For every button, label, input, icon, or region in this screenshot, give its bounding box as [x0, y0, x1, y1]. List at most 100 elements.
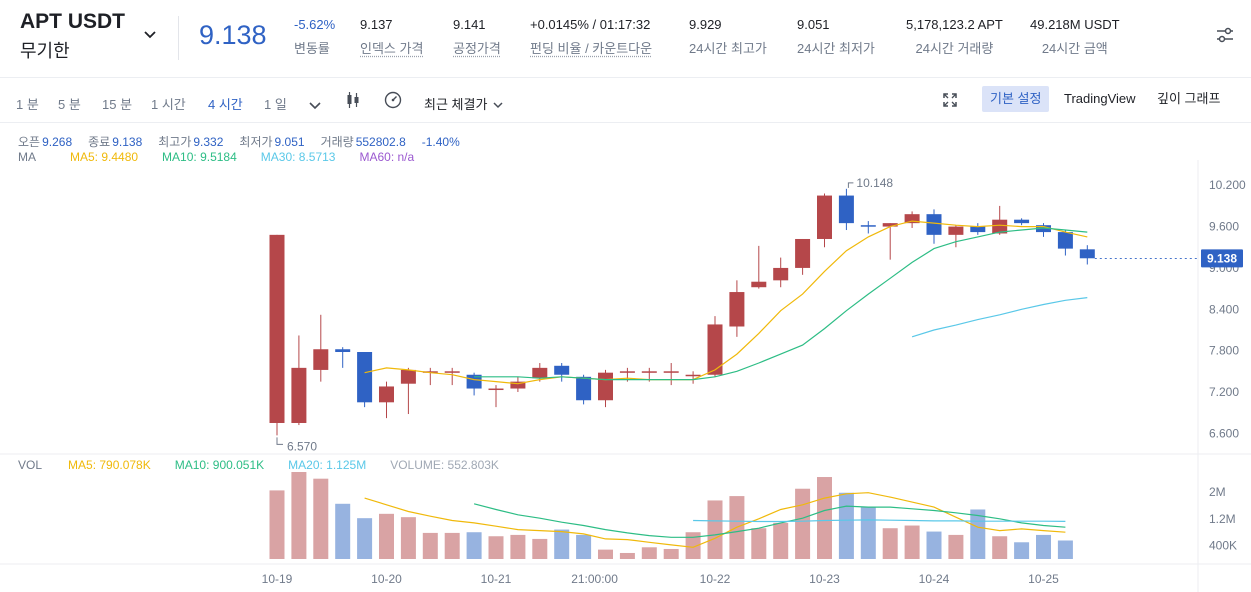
- candle-body: [685, 374, 701, 377]
- last-price-badge-text: 9.138: [1207, 251, 1237, 265]
- ticker-stat-value: 5,178,123.2 APT: [906, 17, 1003, 32]
- ticker-stat: +0.0145% / 01:17:32 펀딩 비율 / 카운트다운: [530, 17, 652, 57]
- volume-ma10-line: [473, 503, 1066, 538]
- volume-bar: [663, 548, 679, 559]
- candle-body: [313, 349, 329, 370]
- high-annotation: 10.148: [856, 176, 893, 190]
- volume-bar: [795, 488, 811, 559]
- ticker-stat: -5.62% 변동률: [294, 17, 335, 57]
- candle-body: [795, 238, 811, 268]
- candle-body: [992, 219, 1008, 234]
- ma-legend-item: MA10: 9.5184: [162, 150, 237, 164]
- ticker-stat-label[interactable]: 공정가격: [453, 41, 501, 56]
- volume-bar: [444, 532, 460, 559]
- time-axis-label: 21:00:00: [571, 572, 618, 586]
- ticker-stat-value: +0.0145% / 01:17:32: [530, 17, 651, 32]
- volume-bar: [773, 522, 789, 559]
- volume-bar: [313, 478, 329, 559]
- candle-body: [882, 223, 898, 227]
- timeframe-option[interactable]: 5 분: [58, 97, 81, 112]
- candle-body: [904, 214, 920, 224]
- price-axis-label: 9.600: [1209, 220, 1239, 234]
- volume-bar: [751, 528, 767, 559]
- ticker-stat-label[interactable]: 인덱스 가격: [360, 41, 424, 56]
- recent-trade-dropdown[interactable]: 최근 체결가: [424, 94, 503, 113]
- price-axis-label: 7.800: [1209, 344, 1239, 358]
- candle-body: [663, 371, 679, 373]
- ma10-line: [474, 227, 1088, 381]
- candle-body: [422, 371, 438, 373]
- pair-selector[interactable]: APT USDT 무기한: [20, 10, 125, 63]
- volume-bar: [970, 509, 986, 559]
- volume-bar: [619, 552, 635, 559]
- chevron-down-icon[interactable]: [309, 97, 321, 115]
- volume-ma5-line: [364, 492, 1066, 548]
- timeframe-option[interactable]: 15 분: [102, 97, 133, 112]
- close-label: 종료: [88, 135, 111, 149]
- candlestick-icon[interactable]: [346, 91, 360, 114]
- ticker-stat: 9.051 24시간 최저가: [797, 17, 875, 57]
- volume-axis-label: 400K: [1209, 539, 1237, 553]
- ticker-stat-label: 24시간 금액: [1041, 41, 1108, 56]
- ma30-line: [911, 297, 1088, 338]
- open-value: 9.268: [42, 135, 73, 149]
- ma-legend-item: MA5: 9.4480: [70, 150, 139, 164]
- close-value: 9.138: [112, 135, 143, 149]
- volume-axis-label: 1.2M: [1209, 512, 1236, 526]
- candle-body: [510, 381, 526, 389]
- ticker-stat-label: 변동률: [294, 41, 330, 56]
- ticker-stat-value: 9.137: [360, 17, 393, 32]
- candle-body: [773, 267, 789, 281]
- volume-bar: [379, 513, 394, 559]
- candle-body: [860, 225, 876, 227]
- candle-body: [400, 369, 416, 384]
- vol-legend-item: MA20: 1.125M: [288, 458, 367, 472]
- candle-body: [707, 324, 723, 375]
- volume-ma20-line: [693, 519, 1066, 523]
- ticker-header: APT USDT 무기한 9.138 -5.62% 변동률 9.137 인덱스 가격 9…: [0, 0, 1251, 78]
- volume-bar: [532, 538, 548, 559]
- view-tab[interactable]: 깊이 그래프: [1157, 91, 1221, 106]
- volume-bar: [641, 547, 657, 559]
- ticker-stat-label[interactable]: 펀딩 비율 / 카운트다운: [530, 41, 653, 56]
- time-axis-label: 10-24: [919, 572, 950, 586]
- volume-bar: [992, 536, 1008, 559]
- vol-label: VOL: [18, 458, 43, 472]
- volume-legend: VOL MA5: 790.078K MA10: 900.051K MA20: 1.12…: [18, 458, 501, 472]
- volume-bar: [838, 492, 854, 559]
- volume-bar: [291, 472, 307, 559]
- timeframe-option[interactable]: 1 분: [16, 97, 39, 112]
- view-tab[interactable]: TradingView: [1064, 91, 1136, 106]
- timeframe-option[interactable]: 1 시간: [151, 97, 186, 112]
- candle-body: [817, 195, 832, 239]
- candle-body: [1079, 249, 1095, 259]
- kline-chart[interactable]: 10.2009.6009.0008.4007.8007.2006.6002M1.…: [0, 124, 1251, 592]
- low-value: 9.051: [274, 135, 305, 149]
- timeframe-option[interactable]: 4 시간: [208, 97, 243, 112]
- volume-bar: [860, 507, 876, 559]
- ticker-stat-label: 24시간 최고가: [689, 41, 767, 56]
- timeframe-option[interactable]: 1 일: [264, 97, 287, 112]
- high-marker: [847, 182, 854, 188]
- ma-legend-item: MA30: 8.5713: [260, 150, 336, 164]
- candle-body: [576, 376, 592, 401]
- ticker-stat-value: 9.051: [797, 17, 830, 32]
- time-axis-label: 10-21: [481, 572, 512, 586]
- candle-body: [926, 214, 942, 235]
- candle-body: [729, 292, 745, 327]
- price-axis-label: 8.400: [1209, 302, 1239, 316]
- volume-bar: [466, 532, 482, 559]
- fullscreen-icon[interactable]: [943, 93, 957, 112]
- view-tab[interactable]: 기본 설정: [982, 86, 1050, 112]
- volume-bar: [598, 549, 613, 559]
- chevron-down-icon[interactable]: [144, 26, 156, 42]
- last-price: 9.138: [199, 20, 267, 50]
- time-axis-label: 10-25: [1028, 572, 1059, 586]
- volume-axis-label: 2M: [1209, 485, 1226, 499]
- sliders-icon[interactable]: [1214, 24, 1236, 46]
- candle-body: [641, 371, 657, 373]
- last-price-badge: [1201, 249, 1243, 268]
- volume-bar: [488, 536, 504, 559]
- gauge-icon[interactable]: [384, 91, 402, 114]
